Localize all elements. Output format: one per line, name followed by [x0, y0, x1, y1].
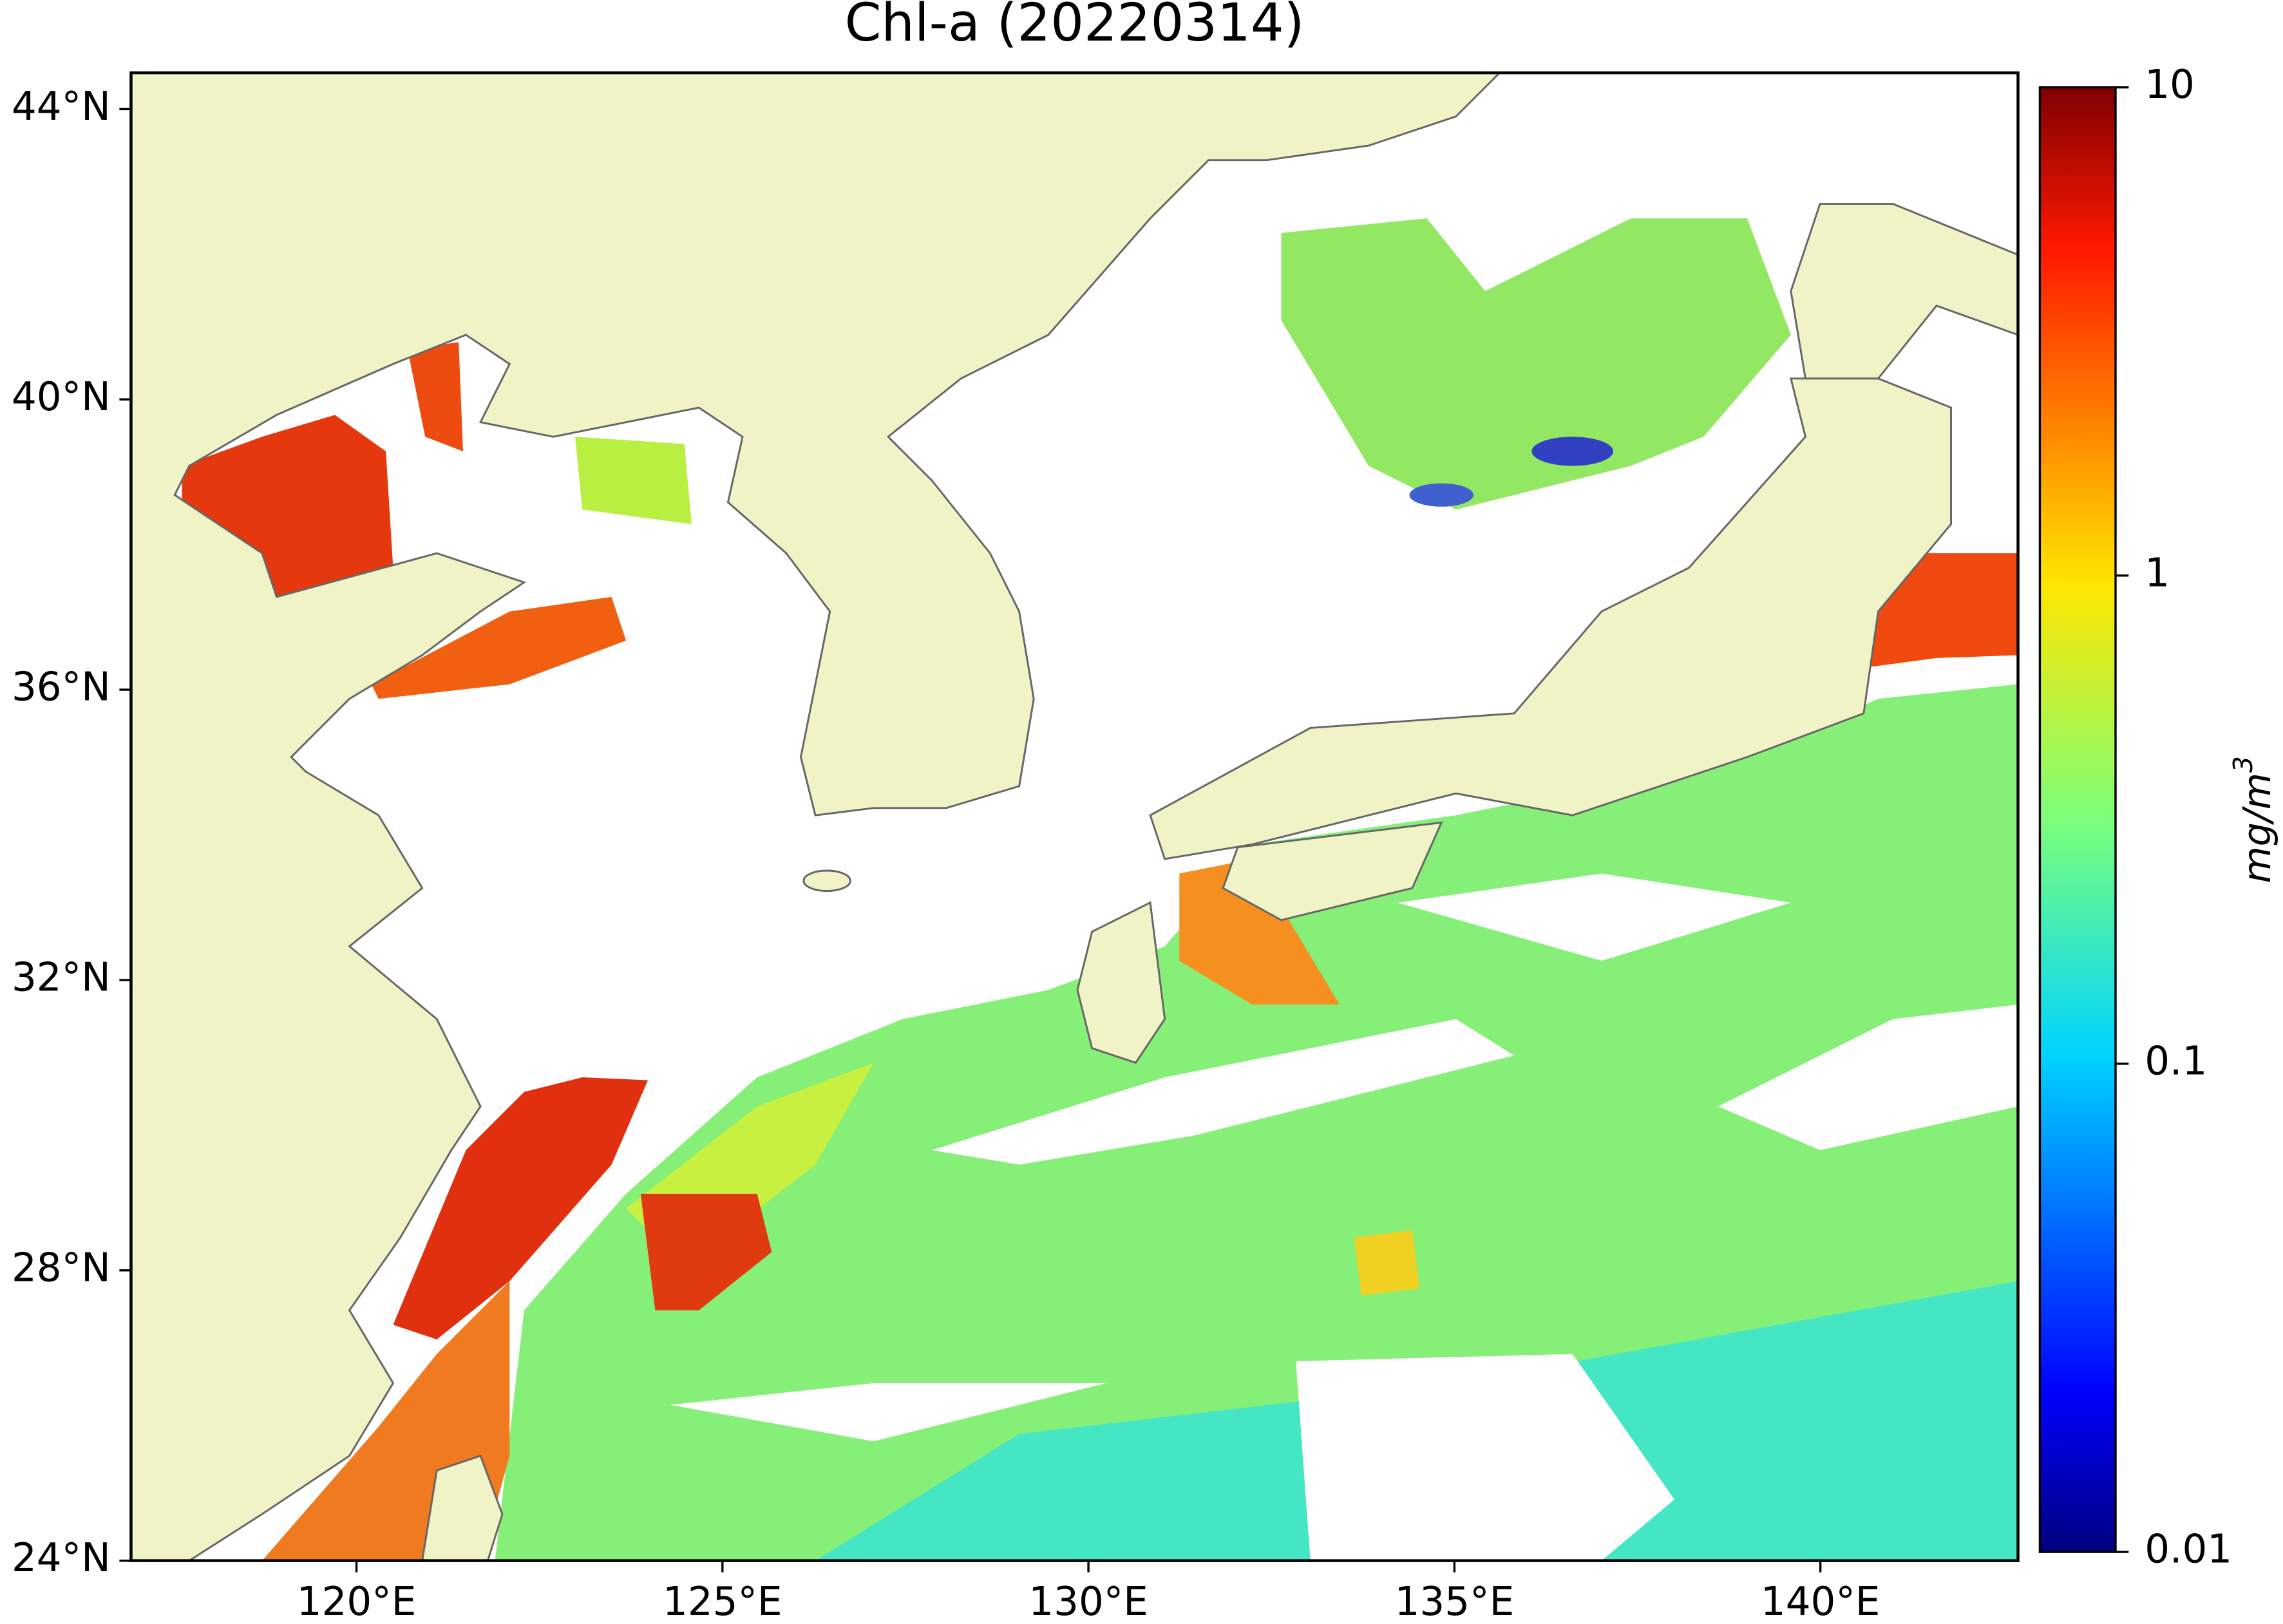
x-tick-label: 120°E: [297, 1579, 417, 1624]
cloud-gap: [1296, 1354, 1674, 1561]
x-tick-label: 125°E: [663, 1579, 782, 1624]
chl-blob: [1354, 1230, 1420, 1296]
cloud-gap: [931, 1019, 1515, 1165]
colorbar-tick-label: 10: [2145, 62, 2195, 108]
colorbar-tick-label: 0.1: [2145, 1039, 2207, 1084]
y-tick-label: 32°N: [12, 955, 111, 1001]
cloud-gap: [669, 1383, 1107, 1442]
x-tick-label: 140°E: [1761, 1579, 1880, 1624]
honshu: [1149, 377, 1952, 860]
map-frame: [129, 71, 2020, 1562]
colorbar-label: mg/m3: [2228, 756, 2279, 883]
kyushu: [1076, 901, 1166, 1064]
cloud-gap: [1718, 1004, 2018, 1151]
continent: [131, 73, 1501, 1561]
y-tick-label: 44°N: [12, 84, 111, 129]
hokkaido: [1790, 203, 2018, 380]
colorbar-label-base: mg/m: [2235, 773, 2279, 883]
chl-low-patch: [1531, 437, 1614, 466]
y-tick-label: 36°N: [12, 665, 111, 710]
land: [131, 73, 2018, 1561]
colorbar: [2038, 86, 2117, 1553]
taiwan: [421, 1455, 504, 1561]
map-area: [131, 73, 2018, 1561]
chl-low-patch: [1409, 483, 1473, 507]
colorbar-tick-label: 0.01: [2145, 1527, 2232, 1572]
map-title: Chl-a (20220314): [845, 0, 1305, 53]
colorbar-tick-label: 1: [2145, 550, 2170, 596]
chl-bloom: [371, 596, 627, 699]
jeju: [802, 869, 851, 892]
chl-field: [1281, 218, 1791, 510]
chl-bloom: [1179, 858, 1340, 1005]
cloud-gap: [1397, 873, 1791, 961]
x-tick-label: 135°E: [1395, 1579, 1515, 1624]
y-tick-label: 24°N: [12, 1535, 111, 1581]
shikoku: [1222, 821, 1443, 921]
y-tick-label: 40°N: [12, 374, 111, 420]
chl-bloom: [393, 1077, 649, 1339]
colorbar-label-exponent: 3: [2228, 756, 2259, 773]
chl-bloom: [408, 342, 463, 451]
chl-bloom: [640, 1193, 772, 1310]
chl-bloom: [182, 415, 393, 597]
x-tick-label: 130°E: [1028, 1579, 1148, 1624]
y-tick-label: 28°N: [12, 1245, 111, 1290]
chl-bloom: [575, 437, 692, 524]
